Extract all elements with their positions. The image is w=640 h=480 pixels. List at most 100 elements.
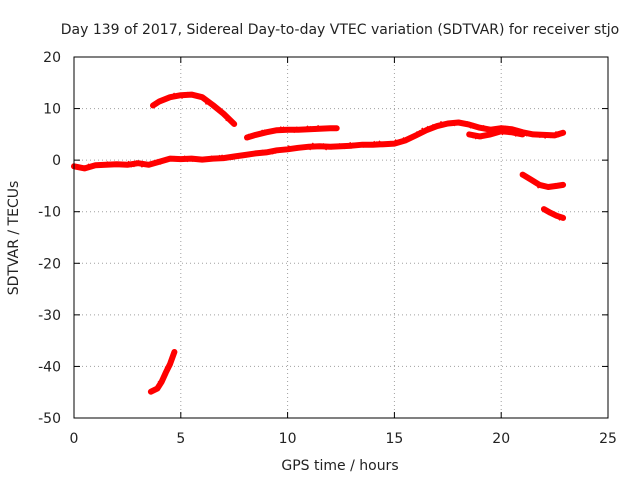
series-point bbox=[183, 155, 189, 161]
series-point bbox=[349, 141, 355, 148]
series-point bbox=[98, 162, 104, 167]
series-point bbox=[397, 139, 403, 144]
series-point bbox=[181, 157, 186, 161]
series-point bbox=[471, 122, 478, 128]
series-point bbox=[214, 105, 220, 111]
series-point bbox=[554, 182, 560, 188]
series-point bbox=[306, 144, 312, 149]
series-point bbox=[164, 366, 170, 372]
series-point bbox=[172, 92, 179, 98]
series-point bbox=[306, 125, 312, 132]
series-point bbox=[325, 126, 330, 130]
series-point bbox=[279, 126, 285, 132]
series-point bbox=[295, 145, 301, 150]
series-point bbox=[490, 130, 496, 136]
series-point bbox=[95, 163, 101, 167]
series-point bbox=[538, 133, 544, 139]
series-point bbox=[367, 143, 373, 148]
series-point bbox=[183, 93, 189, 97]
y-axis-label: SDTVAR / TECUs bbox=[6, 181, 22, 296]
series-point bbox=[220, 154, 227, 160]
series-point bbox=[343, 144, 349, 150]
series-point bbox=[253, 151, 258, 155]
series-point bbox=[154, 387, 160, 392]
series-point bbox=[290, 128, 295, 131]
series-point bbox=[103, 163, 109, 167]
series-point bbox=[537, 183, 543, 189]
series-point bbox=[271, 148, 277, 155]
series-point bbox=[488, 128, 493, 131]
series-point bbox=[311, 142, 317, 149]
series-point bbox=[557, 131, 563, 138]
series-point bbox=[172, 155, 179, 161]
series-point bbox=[328, 145, 333, 148]
series-point bbox=[100, 163, 106, 168]
series-point bbox=[159, 380, 165, 386]
series-point bbox=[223, 113, 229, 118]
series-point bbox=[167, 95, 173, 101]
series-point bbox=[287, 145, 293, 151]
series-point bbox=[485, 133, 491, 136]
series-point bbox=[543, 133, 550, 139]
series-point bbox=[163, 370, 169, 374]
series-point bbox=[76, 164, 82, 169]
series-point bbox=[277, 128, 282, 132]
y-tick-label: -40 bbox=[38, 359, 61, 375]
y-tick-label: 0 bbox=[52, 153, 61, 169]
series-point bbox=[258, 151, 264, 156]
series-point bbox=[161, 373, 167, 378]
series-point bbox=[360, 143, 365, 147]
series-point bbox=[266, 150, 272, 155]
series-point bbox=[365, 142, 371, 147]
series-point bbox=[421, 127, 427, 134]
series-point bbox=[301, 145, 306, 150]
series-point bbox=[168, 358, 174, 365]
series-point bbox=[499, 130, 504, 133]
tick-layer: 0 5 10 15 20 25 -50 -40 -30 -20 -10 0 10 20 bbox=[38, 50, 617, 447]
series-point bbox=[506, 130, 512, 134]
series-point bbox=[303, 145, 309, 150]
series-point bbox=[154, 160, 160, 164]
series-point bbox=[480, 126, 485, 130]
series-point bbox=[261, 149, 267, 155]
series-point bbox=[386, 142, 392, 147]
series-point bbox=[402, 136, 408, 143]
series-point bbox=[520, 173, 526, 178]
series-point bbox=[160, 376, 166, 380]
series-point bbox=[216, 157, 221, 160]
series-point bbox=[171, 353, 176, 357]
series-point bbox=[314, 127, 320, 132]
series-point bbox=[247, 133, 253, 139]
series-point bbox=[426, 125, 432, 131]
series-point bbox=[322, 126, 328, 130]
series-point bbox=[156, 385, 161, 388]
series-point bbox=[175, 94, 181, 97]
series-point bbox=[437, 124, 442, 127]
series-point bbox=[456, 121, 461, 125]
x-axis-label: GPS time / hours bbox=[281, 458, 398, 474]
data-layer bbox=[71, 91, 567, 395]
series-point bbox=[536, 133, 542, 138]
series-point bbox=[261, 129, 267, 135]
series-point bbox=[258, 132, 264, 135]
series-point bbox=[298, 128, 304, 131]
series-point bbox=[127, 160, 133, 167]
series-point bbox=[244, 135, 250, 141]
series-point bbox=[407, 135, 413, 140]
series-point bbox=[132, 161, 139, 168]
series-point bbox=[130, 162, 136, 168]
series-point bbox=[370, 141, 376, 147]
series-point bbox=[169, 356, 175, 361]
x-tick-label: 25 bbox=[599, 431, 617, 447]
series-point bbox=[151, 162, 157, 166]
series-point bbox=[558, 183, 564, 189]
series-point bbox=[534, 181, 540, 186]
series-point bbox=[531, 178, 537, 184]
series-point bbox=[558, 215, 564, 221]
series-point bbox=[250, 133, 255, 137]
y-tick-label: 20 bbox=[43, 50, 61, 66]
grid-layer bbox=[74, 57, 608, 418]
series-point bbox=[547, 134, 552, 137]
series-point bbox=[525, 175, 531, 180]
series-point bbox=[466, 131, 472, 136]
